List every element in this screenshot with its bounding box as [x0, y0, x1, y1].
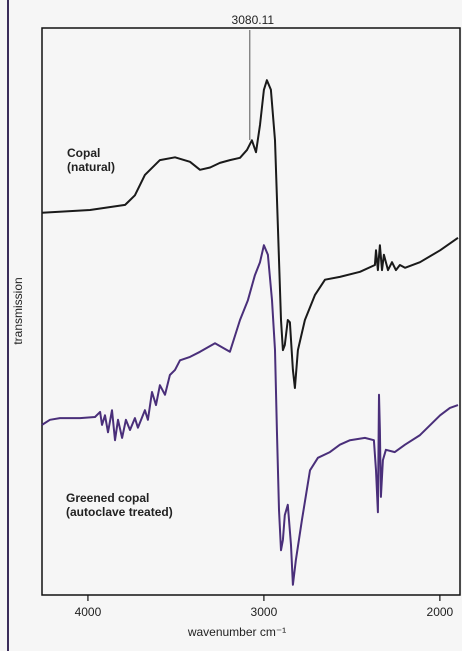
series-label: (natural) [67, 160, 115, 174]
annotation: 3080.11 [232, 13, 275, 27]
x-tick-label: 4000 [75, 605, 102, 619]
plot-frame [41, 27, 461, 596]
x-tick-label: 2000 [427, 605, 454, 619]
spectrum-line [41, 244, 459, 586]
series-label: (autoclave treated) [66, 505, 173, 519]
series-label: Copal [67, 146, 100, 160]
x-axis-label: wavenumber cm⁻¹ [187, 625, 286, 639]
x-tick-label: 3000 [251, 605, 278, 619]
y-axis-label: transmission [11, 277, 25, 344]
series-label: Greened copal [66, 491, 149, 505]
spectrum-line [41, 79, 459, 389]
